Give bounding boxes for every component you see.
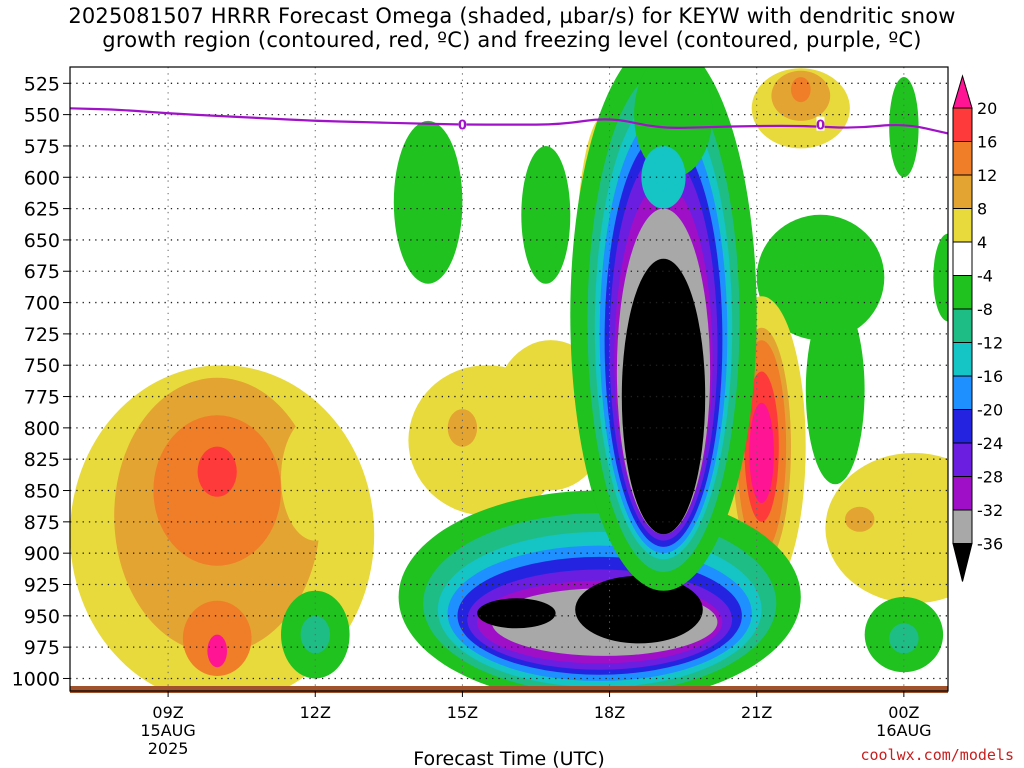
colorbar-box-1: [952, 107, 973, 142]
colorbar-box-11: [952, 442, 973, 477]
colorbar-box-13: [952, 509, 973, 544]
y-tick-label-850: 850: [24, 481, 60, 503]
x-tick-year-09Z: 2025: [148, 739, 189, 758]
grid: [70, 67, 948, 691]
omega-region-18: [756, 214, 885, 341]
omega-region-27: [845, 506, 875, 532]
freezing-level-label-text-0: 0: [458, 119, 467, 134]
y-tick-label-975: 975: [24, 637, 60, 659]
plot-frame: [69, 66, 949, 692]
colorbar-label-7: -12: [977, 334, 1003, 353]
y-tick-label-600: 600: [24, 167, 60, 189]
colorbar-box-8: [952, 342, 973, 377]
y-tick-label-875: 875: [24, 512, 60, 534]
ground-strip: [70, 686, 948, 693]
colorbar-label-1: 16: [977, 133, 997, 152]
site-credit[interactable]: coolwx.com/models: [860, 746, 1014, 764]
omega-region-26: [825, 452, 948, 604]
freezing-level-line: [69, 107, 949, 135]
y-tick-label-800: 800: [24, 418, 60, 440]
y-tick-label-650: 650: [24, 230, 60, 252]
colorbar-label-13: -36: [977, 535, 1003, 554]
y-tick-label-625: 625: [24, 199, 60, 221]
colorbar-label-3: 8: [977, 200, 987, 219]
omega-region-19: [805, 296, 865, 485]
omega-region-20: [933, 233, 948, 322]
y-tick-label-825: 825: [24, 449, 60, 471]
colorbar-box-9: [952, 375, 973, 410]
omega-region-40: [477, 598, 556, 629]
y-tick-label-525: 525: [24, 73, 60, 95]
y-tick-label-775: 775: [24, 387, 60, 409]
freezing-level-label-0: 0: [458, 116, 467, 134]
omega-region-3: [197, 446, 237, 497]
colorbar-label-2: 12: [977, 166, 997, 185]
y-tick-label-700: 700: [24, 293, 60, 315]
y-tick-label-750: 750: [24, 355, 60, 377]
y-tick-label-675: 675: [24, 261, 60, 283]
x-tick-label-21Z: 21Z: [741, 703, 772, 722]
y-tick-label-575: 575: [24, 136, 60, 158]
colorbar-label-8: -16: [977, 367, 1003, 386]
colorbar-box-4: [952, 208, 973, 243]
x-tick-label-15Z: 15Z: [447, 703, 478, 722]
y-tick-label-925: 925: [24, 574, 60, 596]
colorbar-box-12: [952, 476, 973, 511]
x-tick-date-00Z: 16AUG: [876, 721, 931, 740]
colorbar-label-11: -28: [977, 468, 1003, 487]
colorbar-box-7: [952, 308, 973, 343]
x-tick-label-00Z: 00Z: [888, 703, 919, 722]
omega-region-25: [749, 402, 774, 503]
x-tick-label-18Z: 18Z: [594, 703, 625, 722]
colorbar: 20 16 12 8 4 -4 -8 -12 -16 -20 -24 -28 -32 -36: [952, 74, 1003, 582]
x-tick-label-12Z: 12Z: [300, 703, 331, 722]
omega-region-41: [575, 575, 703, 644]
freezing-level-label-text-1: 0: [816, 119, 825, 134]
x-axis-label: Forecast Time (UTC): [413, 748, 604, 768]
omega-region-5: [207, 634, 227, 668]
chart-title-line-2: growth region (contoured, red, ºC) and f…: [102, 28, 922, 52]
colorbar-label-10: -24: [977, 434, 1003, 453]
y-tick-label-1000: 1000: [12, 668, 60, 690]
chart-title-line-1: 2025081507 HRRR Forecast Omega (shaded, …: [68, 4, 956, 28]
colorbar-label-4: 4: [977, 233, 987, 252]
colorbar-label-6: -8: [977, 300, 993, 319]
y-tick-label-725: 725: [24, 324, 60, 346]
omega-shading: [70, 67, 948, 691]
y-tick-label-550: 550: [24, 105, 60, 127]
colorbar-bottom-arrow: [952, 543, 973, 582]
chart-title: 2025081507 HRRR Forecast Omega (shaded, …: [0, 4, 1024, 52]
omega-region-12: [393, 120, 463, 284]
colorbar-top-arrow: [952, 74, 973, 109]
y-tick-label-900: 900: [24, 543, 60, 565]
x-tick-label-09Z: 09Z: [152, 703, 183, 722]
colorbar-box-5: [952, 241, 973, 276]
colorbar-box-10: [952, 409, 973, 444]
omega-region-6: [281, 415, 350, 541]
x-tick-date-09Z: 15AUG: [140, 721, 195, 740]
omega-region-16: [791, 77, 811, 103]
colorbar-box-2: [952, 141, 973, 176]
omega-region-17: [889, 77, 919, 178]
colorbar-label-5: -4: [977, 267, 993, 286]
freezing-level-label-1: 0: [816, 116, 825, 134]
colorbar-label-9: -20: [977, 401, 1003, 420]
omega-region-8: [447, 409, 478, 447]
colorbar-label-12: -32: [977, 501, 1003, 520]
colorbar-box-6: [952, 275, 973, 310]
omega-region-13: [521, 146, 571, 284]
axes: 525 550 575 600 625 650 675 700 725 750 775 800 825 8…: [12, 66, 949, 758]
colorbar-box-3: [952, 174, 973, 209]
omega-region-31: [889, 623, 919, 654]
freezing-level-label-bg-1: [816, 116, 825, 131]
y-tick-label-950: 950: [24, 606, 60, 628]
freezing-level-label-bg-0: [458, 116, 467, 131]
colorbar-label-0: 20: [977, 99, 997, 118]
